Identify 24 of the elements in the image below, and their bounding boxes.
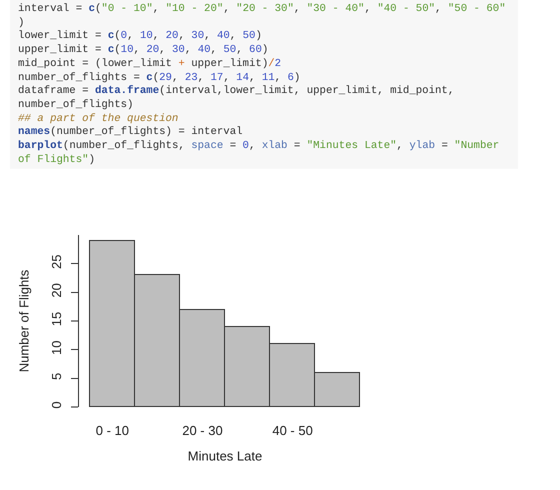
text: number_of_flights = c(29, 23, 17, 14, 11, 6) [18, 72, 300, 84]
x-tick-label: 40 - 50 [272, 423, 313, 438]
y-tick-label: 10 [48, 340, 64, 355]
text: number_of_flights) [56, 126, 172, 138]
y-tick-label: 5 [48, 372, 64, 380]
text: of Flights" [18, 154, 89, 166]
text: lower_limit = c(0, 10, 20, 30, 40, 50) [18, 30, 262, 42]
text: barplot(number_of_flights, space = 0, xlab = "Minutes Late", ylab = "Number [18, 140, 500, 152]
x-tick-label: 0 - 10 [96, 423, 129, 438]
y-tick-label: 0 [48, 401, 64, 409]
text: ) [18, 17, 24, 29]
x-axis-title: Minutes Late [188, 448, 262, 464]
text: mid_point = (lower_limit + upper_limit)/2 [18, 58, 282, 70]
text: ## a part of the question [18, 113, 178, 125]
text: interval = c("0 - 10", "10 - 20", "20 - 30", "30 - 40", "40 - 50", "50 - 60" [18, 3, 506, 15]
y-tick-label: 20 [48, 283, 64, 298]
text: upper_limit = c(10, 20, 30, 40, 50, 60) [18, 44, 268, 56]
text: dataframe = data.frame(interval,lower_limit, upper_limit, mid_point, [18, 85, 454, 97]
text: number_of_flights) [18, 99, 134, 111]
y-tick-label: 25 [48, 254, 64, 269]
x-tick-label: 20 - 30 [182, 423, 223, 438]
text: ) [88, 154, 95, 166]
y-axis-title: Number of Flights [16, 269, 32, 372]
y-tick-label: 15 [48, 312, 64, 326]
